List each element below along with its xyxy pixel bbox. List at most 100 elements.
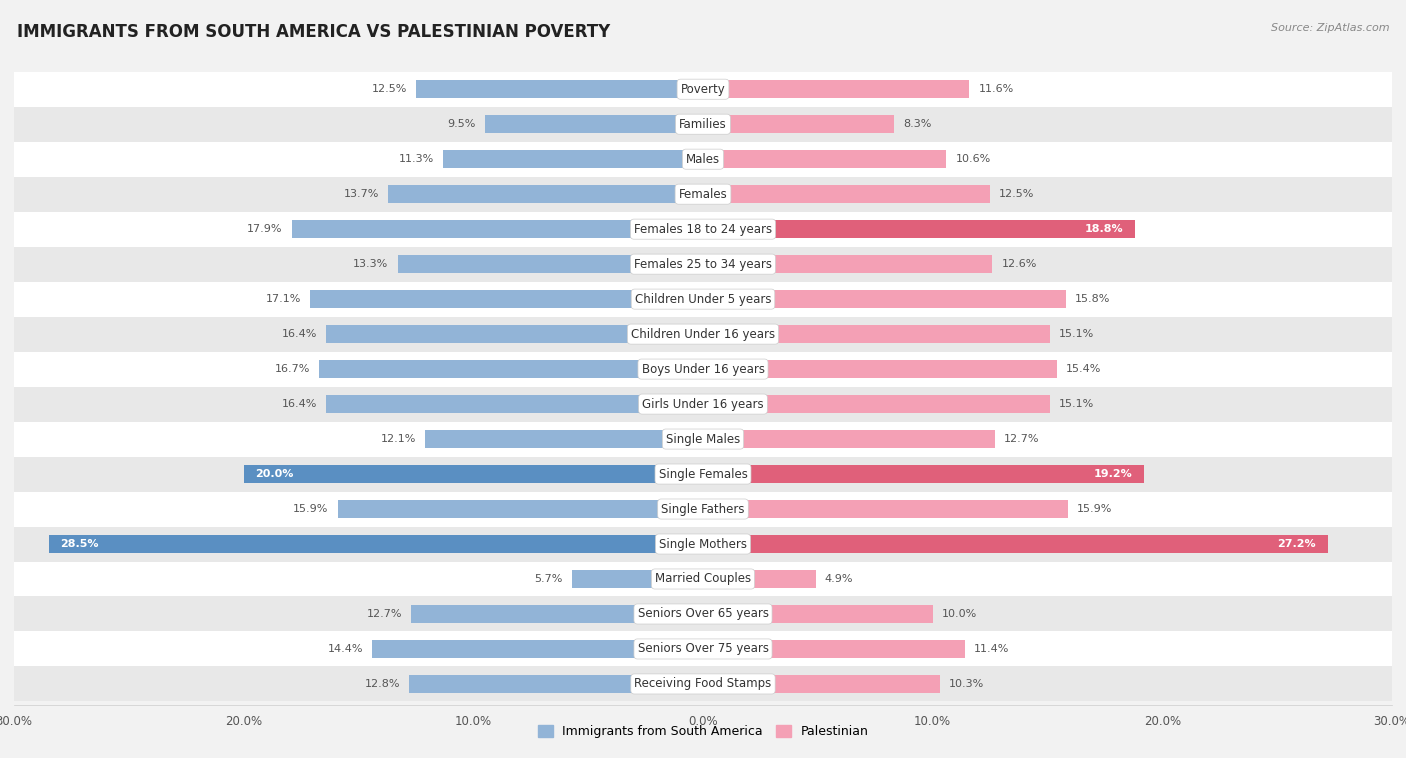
Bar — [48, 535, 703, 553]
Text: Females 25 to 34 years: Females 25 to 34 years — [634, 258, 772, 271]
Bar — [14, 246, 1392, 282]
Bar — [703, 500, 1069, 518]
Text: 27.2%: 27.2% — [1278, 539, 1316, 549]
Text: 12.8%: 12.8% — [364, 679, 399, 689]
Bar — [443, 150, 703, 168]
Text: 17.1%: 17.1% — [266, 294, 301, 304]
Text: 10.6%: 10.6% — [956, 154, 991, 164]
Text: Seniors Over 65 years: Seniors Over 65 years — [637, 607, 769, 621]
Text: 15.1%: 15.1% — [1059, 329, 1094, 339]
Bar — [703, 605, 932, 623]
Bar — [703, 325, 1050, 343]
Text: 15.9%: 15.9% — [1077, 504, 1112, 514]
Bar — [703, 430, 994, 448]
Text: 13.3%: 13.3% — [353, 259, 388, 269]
Text: Families: Families — [679, 117, 727, 130]
Bar — [243, 465, 703, 483]
Text: Single Females: Single Females — [658, 468, 748, 481]
Text: 9.5%: 9.5% — [447, 119, 475, 129]
Bar — [703, 640, 965, 658]
Bar — [703, 80, 969, 99]
Text: 28.5%: 28.5% — [60, 539, 98, 549]
Text: Children Under 5 years: Children Under 5 years — [634, 293, 772, 305]
Bar — [14, 282, 1392, 317]
Text: Single Males: Single Males — [666, 433, 740, 446]
Text: 14.4%: 14.4% — [328, 644, 363, 654]
Text: 16.4%: 16.4% — [281, 329, 318, 339]
Bar — [337, 500, 703, 518]
Text: 11.3%: 11.3% — [399, 154, 434, 164]
Bar — [311, 290, 703, 309]
Bar — [14, 562, 1392, 597]
Bar — [703, 255, 993, 273]
Text: Children Under 16 years: Children Under 16 years — [631, 327, 775, 340]
Bar — [398, 255, 703, 273]
Bar — [485, 115, 703, 133]
Text: 15.8%: 15.8% — [1076, 294, 1111, 304]
Text: 19.2%: 19.2% — [1094, 469, 1132, 479]
Text: 15.1%: 15.1% — [1059, 399, 1094, 409]
Bar — [319, 360, 703, 378]
Text: 11.6%: 11.6% — [979, 84, 1014, 94]
Text: 8.3%: 8.3% — [903, 119, 931, 129]
Bar — [703, 220, 1135, 238]
Bar — [14, 317, 1392, 352]
Text: Females: Females — [679, 188, 727, 201]
Bar — [373, 640, 703, 658]
Bar — [14, 527, 1392, 562]
Bar — [703, 465, 1144, 483]
Text: 12.6%: 12.6% — [1001, 259, 1036, 269]
Bar — [703, 290, 1066, 309]
Bar — [326, 395, 703, 413]
Bar — [14, 631, 1392, 666]
Bar — [703, 570, 815, 588]
Bar — [14, 666, 1392, 701]
Text: 10.3%: 10.3% — [949, 679, 984, 689]
Text: 12.1%: 12.1% — [381, 434, 416, 444]
Text: 20.0%: 20.0% — [256, 469, 294, 479]
Bar — [409, 675, 703, 693]
Text: 18.8%: 18.8% — [1084, 224, 1123, 234]
Text: 5.7%: 5.7% — [534, 574, 562, 584]
Text: Poverty: Poverty — [681, 83, 725, 96]
Text: Receiving Food Stamps: Receiving Food Stamps — [634, 678, 772, 691]
Bar — [572, 570, 703, 588]
Bar — [388, 185, 703, 203]
Text: 4.9%: 4.9% — [825, 574, 853, 584]
Bar — [14, 72, 1392, 107]
Bar — [425, 430, 703, 448]
Bar — [14, 211, 1392, 246]
Bar — [703, 675, 939, 693]
Bar — [14, 177, 1392, 211]
Legend: Immigrants from South America, Palestinian: Immigrants from South America, Palestini… — [533, 720, 873, 744]
Text: 12.5%: 12.5% — [371, 84, 406, 94]
Bar — [703, 115, 894, 133]
Text: Single Fathers: Single Fathers — [661, 503, 745, 515]
Text: 10.0%: 10.0% — [942, 609, 977, 619]
Text: Seniors Over 75 years: Seniors Over 75 years — [637, 643, 769, 656]
Text: Single Mothers: Single Mothers — [659, 537, 747, 550]
Bar — [703, 535, 1327, 553]
Bar — [416, 80, 703, 99]
Bar — [703, 185, 990, 203]
Text: 13.7%: 13.7% — [344, 190, 380, 199]
Bar — [14, 491, 1392, 527]
Text: IMMIGRANTS FROM SOUTH AMERICA VS PALESTINIAN POVERTY: IMMIGRANTS FROM SOUTH AMERICA VS PALESTI… — [17, 23, 610, 41]
Bar — [292, 220, 703, 238]
Bar — [703, 150, 946, 168]
Text: 16.4%: 16.4% — [281, 399, 318, 409]
Bar — [703, 395, 1050, 413]
Bar — [14, 352, 1392, 387]
Text: 16.7%: 16.7% — [276, 364, 311, 374]
Bar — [412, 605, 703, 623]
Text: Girls Under 16 years: Girls Under 16 years — [643, 398, 763, 411]
Text: 15.4%: 15.4% — [1066, 364, 1101, 374]
Bar — [14, 456, 1392, 491]
Bar — [703, 360, 1057, 378]
Text: 12.7%: 12.7% — [1004, 434, 1039, 444]
Text: Males: Males — [686, 152, 720, 166]
Bar — [14, 107, 1392, 142]
Text: Married Couples: Married Couples — [655, 572, 751, 585]
Text: 12.5%: 12.5% — [1000, 190, 1035, 199]
Text: 15.9%: 15.9% — [294, 504, 329, 514]
